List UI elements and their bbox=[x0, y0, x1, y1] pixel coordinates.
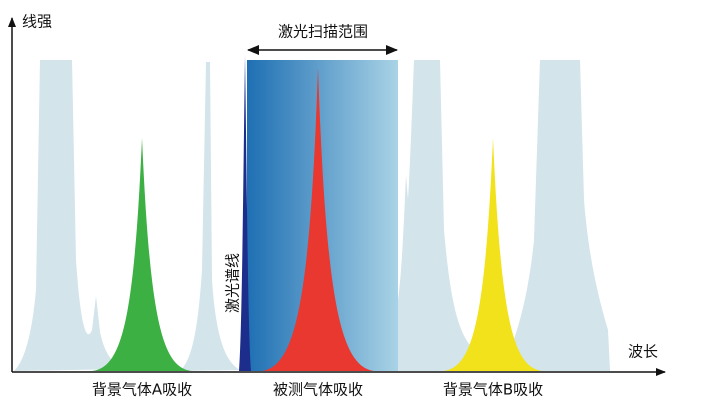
peak-b bbox=[443, 138, 543, 371]
scan-range-label: 激光扫描范围 bbox=[278, 23, 368, 41]
laser-line bbox=[239, 55, 251, 371]
peak-target bbox=[262, 68, 374, 371]
region-label: 背景气体A吸收 bbox=[92, 381, 192, 399]
region-label: 背景气体B吸收 bbox=[443, 381, 543, 399]
y-axis-label: 线强 bbox=[22, 13, 52, 31]
background-absorption bbox=[14, 60, 610, 371]
region-label: 被测气体吸收 bbox=[273, 381, 363, 399]
laser-line-label: 激光谱线 bbox=[224, 253, 242, 313]
x-axis-label: 波长 bbox=[628, 343, 658, 361]
peak-a bbox=[92, 138, 192, 371]
